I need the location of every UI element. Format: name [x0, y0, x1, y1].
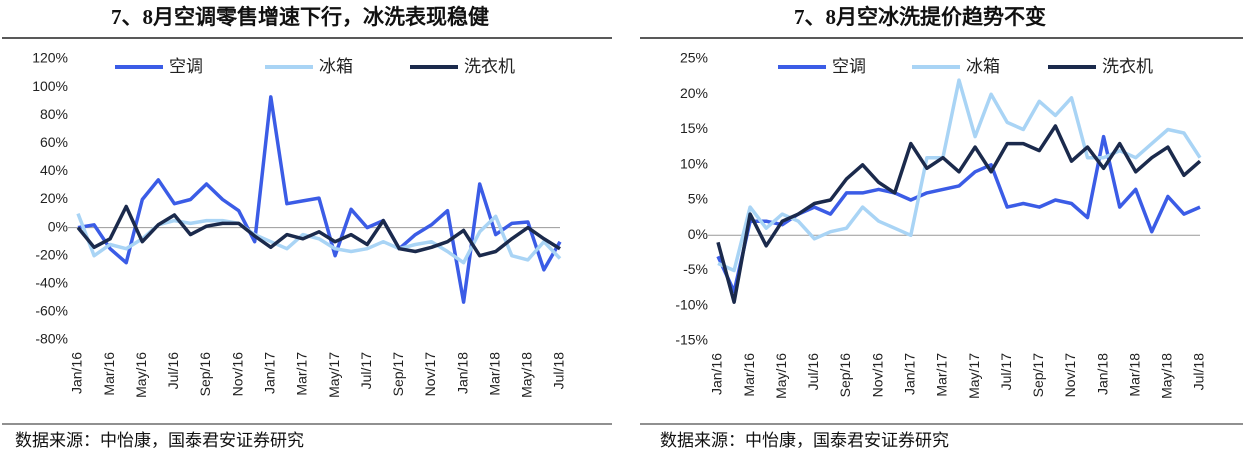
source-note: 数据来源：中怡康，国泰君安证券研究 [15, 431, 304, 450]
y-tick-label: 5% [688, 191, 708, 207]
legend-label: 冰箱 [319, 57, 353, 77]
series-line [716, 124, 1202, 304]
y-tick-label: 20% [40, 190, 68, 206]
x-tick-label: Mar/16 [741, 353, 757, 397]
x-tick-label: Jan/16 [709, 353, 725, 395]
legend-label: 空调 [832, 57, 866, 77]
x-tick-label: Mar/18 [486, 352, 502, 396]
x-tick-label: Jan/18 [1094, 353, 1110, 395]
x-tick-label: May/18 [1159, 353, 1175, 399]
legend-label: 空调 [169, 57, 203, 77]
x-tick-label: Jan/17 [262, 352, 278, 394]
legend-label: 洗衣机 [1102, 57, 1153, 77]
y-tick-label: -5% [683, 261, 708, 277]
y-tick-label: 100% [32, 78, 68, 94]
y-tick-label: 120% [32, 50, 68, 66]
series-line [76, 204, 561, 258]
x-tick-label: Sep/16 [837, 353, 853, 398]
x-tick-label: Sep/17 [1030, 353, 1046, 398]
chart-title: 7、8月空调零售增速下行，冰洗表现稳健 [111, 5, 489, 29]
y-tick-label: -60% [35, 303, 68, 319]
y-tick-label: 0% [48, 218, 68, 234]
x-tick-label: Sep/16 [197, 352, 213, 397]
x-tick-label: Mar/16 [101, 352, 117, 396]
x-tick-label: Nov/17 [1062, 353, 1078, 398]
y-tick-label: -20% [35, 246, 68, 262]
series-line [77, 95, 562, 304]
x-tick-label: Nov/16 [229, 352, 245, 397]
y-tick-label: 20% [680, 85, 708, 101]
series-line [717, 78, 1202, 273]
x-tick-label: Mar/17 [934, 353, 950, 397]
x-tick-label: Mar/18 [1126, 353, 1142, 397]
x-tick-label: Jul/17 [358, 352, 374, 390]
x-tick-label: Mar/17 [294, 352, 310, 396]
y-tick-label: -80% [35, 331, 68, 347]
y-tick-label: -40% [35, 275, 68, 291]
x-tick-label: Nov/16 [869, 353, 885, 398]
x-tick-label: Jan/18 [454, 352, 470, 394]
x-tick-label: May/18 [519, 352, 535, 398]
x-tick-label: Jul/16 [805, 353, 821, 391]
x-tick-label: May/17 [326, 352, 342, 398]
y-tick-label: 15% [680, 120, 708, 136]
x-tick-label: May/16 [773, 353, 789, 399]
x-tick-label: Sep/17 [390, 352, 406, 397]
y-tick-label: 25% [680, 50, 708, 66]
x-tick-label: May/16 [133, 352, 149, 398]
chart-title: 7、8月空冰洗提价趋势不变 [794, 5, 1046, 29]
legend-label: 冰箱 [966, 57, 1000, 77]
x-tick-label: Jul/16 [165, 352, 181, 390]
x-tick-label: Jul/18 [1191, 353, 1207, 391]
y-tick-label: 0% [688, 226, 708, 242]
y-tick-label: 40% [40, 162, 68, 178]
x-tick-label: May/17 [966, 353, 982, 399]
y-tick-label: -15% [675, 332, 708, 348]
y-tick-label: 10% [680, 155, 708, 171]
x-tick-label: Jan/17 [902, 353, 918, 395]
legend-label: 洗衣机 [464, 57, 515, 77]
source-note: 数据来源：中怡康，国泰君安证券研究 [660, 431, 949, 450]
y-tick-label: 80% [40, 106, 68, 122]
x-tick-label: Jan/16 [69, 352, 85, 394]
y-tick-label: 60% [40, 134, 68, 150]
x-tick-label: Jul/18 [551, 352, 567, 390]
x-tick-label: Jul/17 [998, 353, 1014, 391]
x-tick-label: Nov/17 [422, 352, 438, 397]
y-tick-label: -10% [675, 296, 708, 312]
